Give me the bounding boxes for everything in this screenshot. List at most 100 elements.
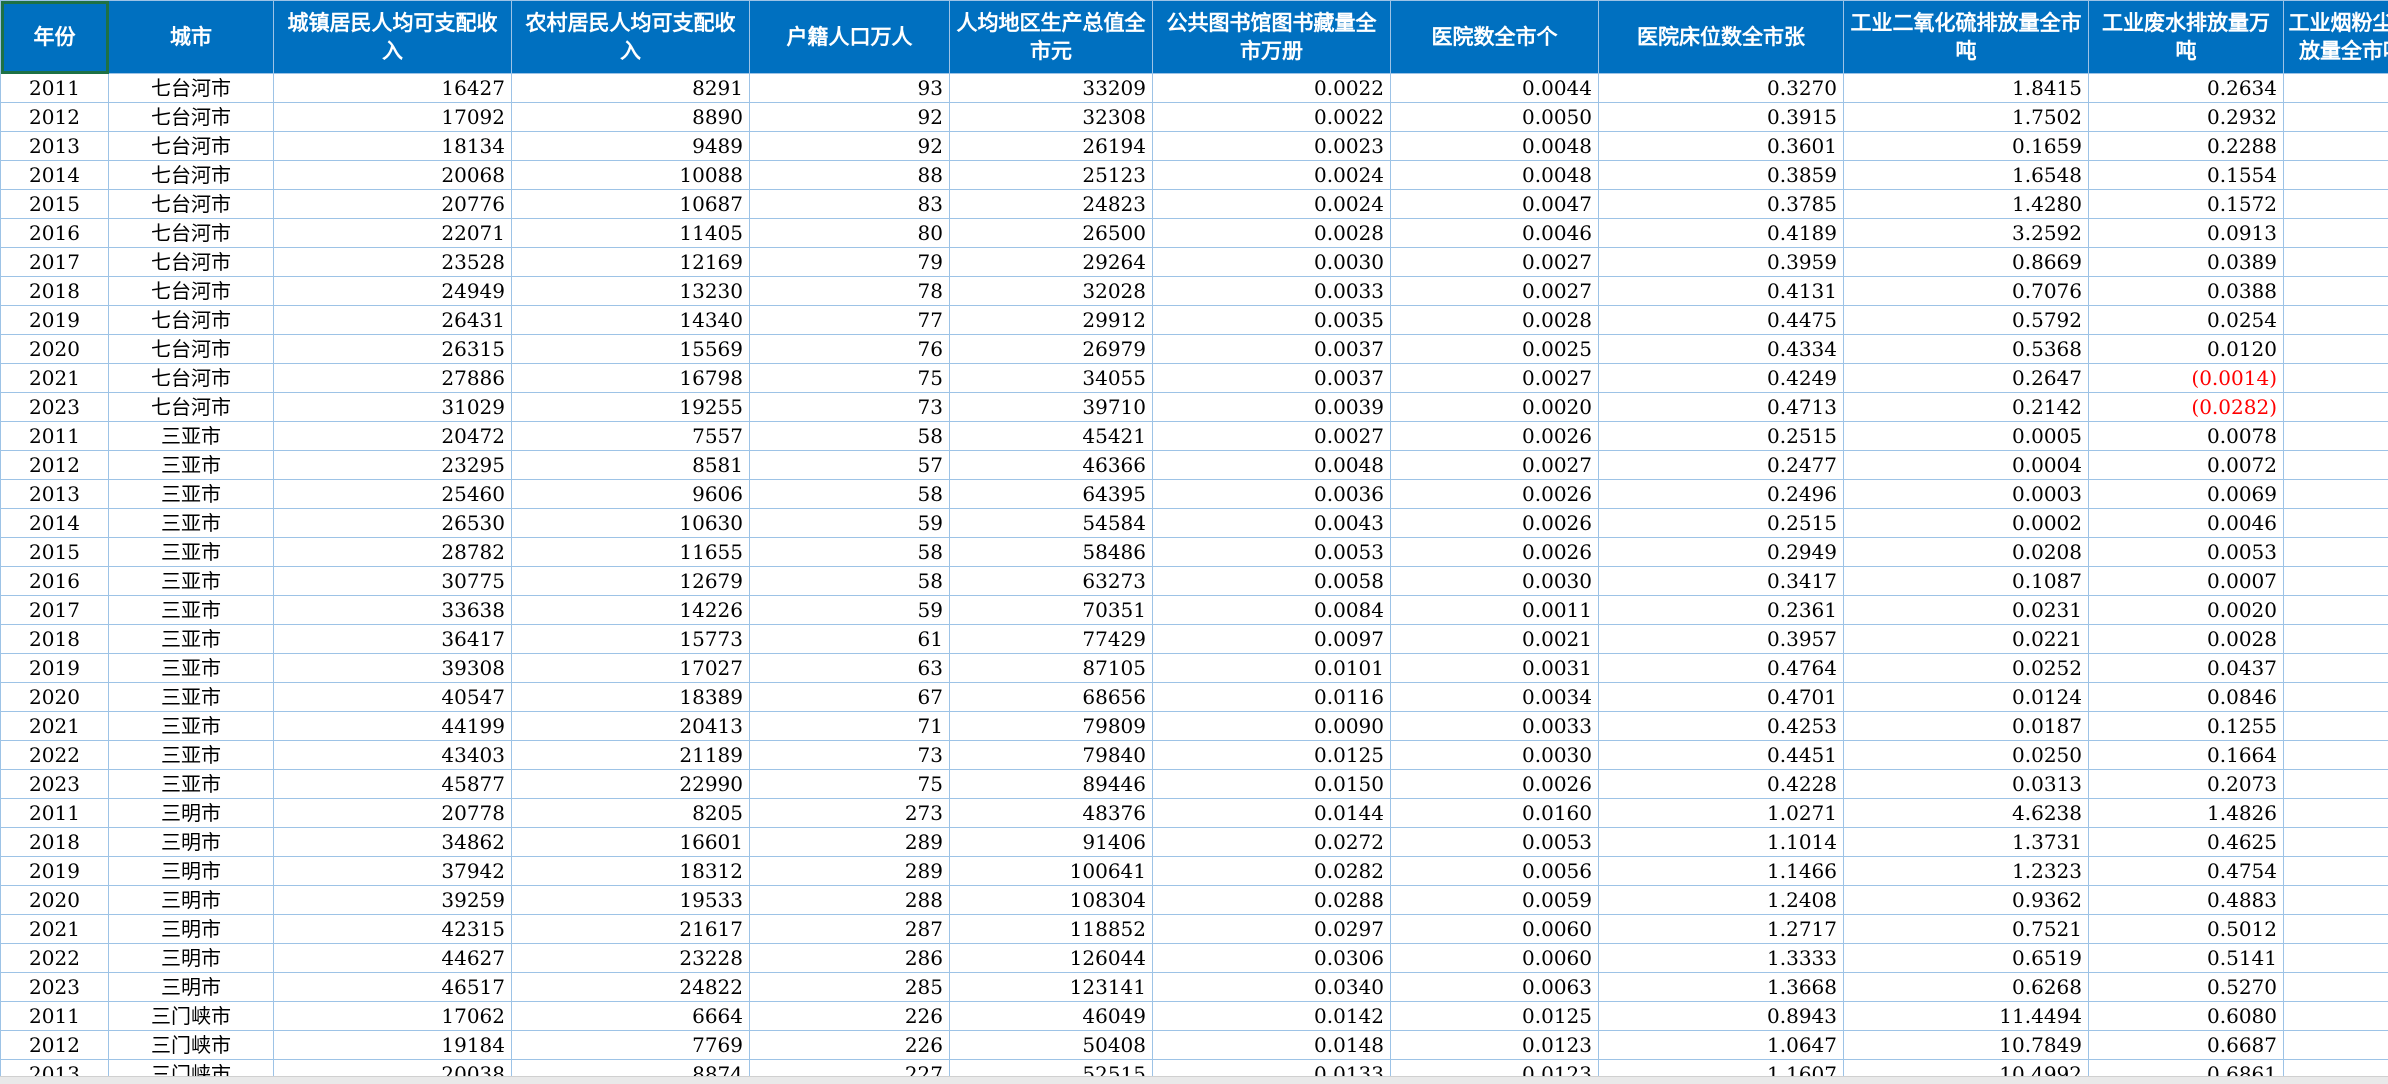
- industrial-dust-cell[interactable]: [2284, 654, 2388, 683]
- hospital-beds-cell[interactable]: 0.3957: [1599, 625, 1844, 654]
- population-cell[interactable]: 226: [750, 1031, 950, 1060]
- gdp-per-capita-cell[interactable]: 108304: [950, 886, 1153, 915]
- industrial-dust-cell[interactable]: [2284, 625, 2388, 654]
- industrial-dust-cell[interactable]: [2284, 306, 2388, 335]
- industrial-so2-cell[interactable]: 0.1087: [1844, 567, 2089, 596]
- industrial-so2-cell[interactable]: 1.3731: [1844, 828, 2089, 857]
- header-cell-library-books[interactable]: 公共图书馆图书藏量全市万册: [1153, 1, 1391, 74]
- library-books-cell[interactable]: 0.0142: [1153, 1002, 1391, 1031]
- year-cell[interactable]: 2020: [1, 886, 109, 915]
- rural-income-cell[interactable]: 20413: [512, 712, 750, 741]
- industrial-wastewater-cell[interactable]: 0.1554: [2089, 161, 2284, 190]
- industrial-dust-cell[interactable]: [2284, 219, 2388, 248]
- hospital-beds-cell[interactable]: 0.3915: [1599, 103, 1844, 132]
- rural-income-cell[interactable]: 15569: [512, 335, 750, 364]
- industrial-so2-cell[interactable]: 10.4992: [1844, 1060, 2089, 1077]
- year-cell[interactable]: 2017: [1, 248, 109, 277]
- year-cell[interactable]: 2018: [1, 828, 109, 857]
- rural-income-cell[interactable]: 22990: [512, 770, 750, 799]
- city-cell[interactable]: 三明市: [109, 944, 274, 973]
- industrial-wastewater-cell[interactable]: 0.1664: [2089, 741, 2284, 770]
- library-books-cell[interactable]: 0.0148: [1153, 1031, 1391, 1060]
- library-books-cell[interactable]: 0.0101: [1153, 654, 1391, 683]
- city-cell[interactable]: 七台河市: [109, 306, 274, 335]
- year-cell[interactable]: 2021: [1, 712, 109, 741]
- rural-income-cell[interactable]: 21617: [512, 915, 750, 944]
- industrial-wastewater-cell[interactable]: 0.5270: [2089, 973, 2284, 1002]
- gdp-per-capita-cell[interactable]: 32028: [950, 277, 1153, 306]
- industrial-dust-cell[interactable]: [2284, 277, 2388, 306]
- city-cell[interactable]: 七台河市: [109, 393, 274, 422]
- city-cell[interactable]: 三门峡市: [109, 1031, 274, 1060]
- year-cell[interactable]: 2023: [1, 770, 109, 799]
- industrial-so2-cell[interactable]: 1.2323: [1844, 857, 2089, 886]
- population-cell[interactable]: 288: [750, 886, 950, 915]
- gdp-per-capita-cell[interactable]: 26500: [950, 219, 1153, 248]
- hospitals-cell[interactable]: 0.0048: [1391, 132, 1599, 161]
- gdp-per-capita-cell[interactable]: 45421: [950, 422, 1153, 451]
- hospital-beds-cell[interactable]: 0.8943: [1599, 1002, 1844, 1031]
- hospital-beds-cell[interactable]: 1.3668: [1599, 973, 1844, 1002]
- gdp-per-capita-cell[interactable]: 29912: [950, 306, 1153, 335]
- industrial-wastewater-cell[interactable]: 0.0913: [2089, 219, 2284, 248]
- population-cell[interactable]: 58: [750, 567, 950, 596]
- population-cell[interactable]: 226: [750, 1002, 950, 1031]
- gdp-per-capita-cell[interactable]: 32308: [950, 103, 1153, 132]
- hospitals-cell[interactable]: 0.0028: [1391, 306, 1599, 335]
- industrial-dust-cell[interactable]: [2284, 248, 2388, 277]
- gdp-per-capita-cell[interactable]: 39710: [950, 393, 1153, 422]
- rural-income-cell[interactable]: 7769: [512, 1031, 750, 1060]
- year-cell[interactable]: 2020: [1, 335, 109, 364]
- hospital-beds-cell[interactable]: 0.3959: [1599, 248, 1844, 277]
- gdp-per-capita-cell[interactable]: 123141: [950, 973, 1153, 1002]
- rural-income-cell[interactable]: 8291: [512, 74, 750, 103]
- city-cell[interactable]: 三亚市: [109, 770, 274, 799]
- rural-income-cell[interactable]: 11405: [512, 219, 750, 248]
- industrial-so2-cell[interactable]: 0.5368: [1844, 335, 2089, 364]
- industrial-wastewater-cell[interactable]: 0.2073: [2089, 770, 2284, 799]
- hospitals-cell[interactable]: 0.0033: [1391, 712, 1599, 741]
- industrial-dust-cell[interactable]: [2284, 335, 2388, 364]
- rural-income-cell[interactable]: 7557: [512, 422, 750, 451]
- header-cell-industrial-dust[interactable]: 工业烟粉尘排放量全市吨: [2284, 1, 2388, 74]
- hospital-beds-cell[interactable]: 1.1607: [1599, 1060, 1844, 1077]
- year-cell[interactable]: 2016: [1, 567, 109, 596]
- rural-income-cell[interactable]: 19533: [512, 886, 750, 915]
- industrial-so2-cell[interactable]: 11.4494: [1844, 1002, 2089, 1031]
- year-cell[interactable]: 2021: [1, 915, 109, 944]
- library-books-cell[interactable]: 0.0297: [1153, 915, 1391, 944]
- industrial-wastewater-cell[interactable]: 0.0437: [2089, 654, 2284, 683]
- urban-income-cell[interactable]: 24949: [274, 277, 512, 306]
- industrial-so2-cell[interactable]: 0.0250: [1844, 741, 2089, 770]
- hospitals-cell[interactable]: 0.0060: [1391, 915, 1599, 944]
- library-books-cell[interactable]: 0.0022: [1153, 103, 1391, 132]
- industrial-wastewater-cell[interactable]: 0.2634: [2089, 74, 2284, 103]
- city-cell[interactable]: 三明市: [109, 915, 274, 944]
- industrial-dust-cell[interactable]: [2284, 1031, 2388, 1060]
- hospitals-cell[interactable]: 0.0026: [1391, 422, 1599, 451]
- urban-income-cell[interactable]: 26431: [274, 306, 512, 335]
- urban-income-cell[interactable]: 26315: [274, 335, 512, 364]
- city-cell[interactable]: 三亚市: [109, 509, 274, 538]
- hospital-beds-cell[interactable]: 0.2477: [1599, 451, 1844, 480]
- population-cell[interactable]: 75: [750, 770, 950, 799]
- industrial-dust-cell[interactable]: [2284, 422, 2388, 451]
- rural-income-cell[interactable]: 12169: [512, 248, 750, 277]
- gdp-per-capita-cell[interactable]: 24823: [950, 190, 1153, 219]
- urban-income-cell[interactable]: 34862: [274, 828, 512, 857]
- population-cell[interactable]: 67: [750, 683, 950, 712]
- hospitals-cell[interactable]: 0.0063: [1391, 973, 1599, 1002]
- industrial-wastewater-cell[interactable]: 0.0254: [2089, 306, 2284, 335]
- rural-income-cell[interactable]: 19255: [512, 393, 750, 422]
- library-books-cell[interactable]: 0.0030: [1153, 248, 1391, 277]
- gdp-per-capita-cell[interactable]: 100641: [950, 857, 1153, 886]
- city-cell[interactable]: 三明市: [109, 886, 274, 915]
- gdp-per-capita-cell[interactable]: 33209: [950, 74, 1153, 103]
- gdp-per-capita-cell[interactable]: 54584: [950, 509, 1153, 538]
- urban-income-cell[interactable]: 43403: [274, 741, 512, 770]
- industrial-wastewater-cell[interactable]: 0.0069: [2089, 480, 2284, 509]
- hospitals-cell[interactable]: 0.0011: [1391, 596, 1599, 625]
- hospitals-cell[interactable]: 0.0047: [1391, 190, 1599, 219]
- industrial-so2-cell[interactable]: 0.0208: [1844, 538, 2089, 567]
- industrial-wastewater-cell[interactable]: 0.0053: [2089, 538, 2284, 567]
